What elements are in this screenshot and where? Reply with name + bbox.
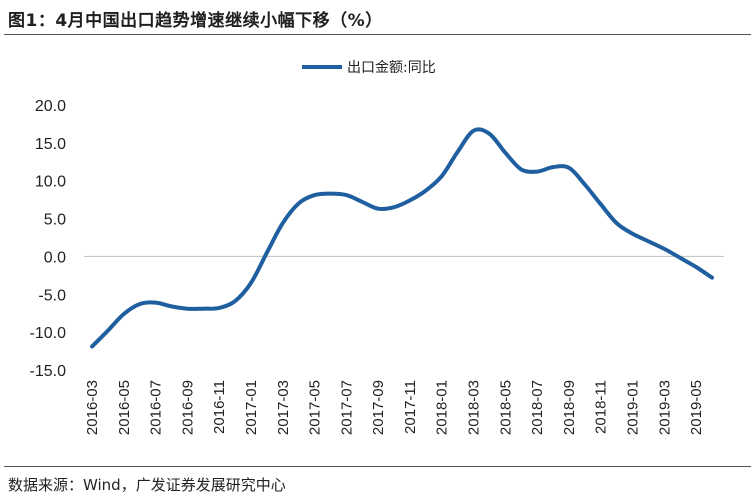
y-tick-label: 20.0: [35, 98, 66, 115]
x-tick-label: 2016-05: [116, 380, 133, 435]
x-tick-label: 2016-07: [148, 380, 165, 435]
x-tick-label: 2017-11: [402, 380, 419, 434]
x-tick-label: 2017-01: [243, 380, 260, 435]
x-tick-label: 2018-11: [593, 380, 610, 434]
x-tick-label: 2017-09: [370, 380, 387, 435]
y-tick-label: 0.0: [44, 249, 66, 266]
x-tick-label: 2018-05: [497, 380, 514, 435]
y-tick-label: 15.0: [35, 136, 66, 153]
legend-label: 出口金额:同比: [347, 60, 436, 76]
y-tick-label: -15.0: [30, 363, 67, 380]
x-tick-label: 2016-11: [211, 380, 228, 434]
x-tick-label: 2018-01: [434, 380, 451, 435]
x-tick-label: 2019-03: [656, 380, 673, 435]
x-axis: 2016-03 2016-05 2016-07 2016-09 2016-11 2017-…: [84, 380, 705, 435]
y-tick-label: 5.0: [44, 212, 66, 229]
source-divider: [4, 466, 751, 467]
x-tick-label: 2018-09: [561, 380, 578, 435]
x-tick-label: 2017-03: [275, 380, 292, 435]
x-tick-label: 2019-05: [688, 380, 705, 435]
x-tick-label: 2019-01: [625, 380, 642, 435]
x-tick-label: 2016-03: [84, 380, 101, 435]
y-tick-label: -5.0: [38, 287, 66, 304]
figure-title: 图1：4月中国出口趋势增速继续小幅下移（%）: [8, 11, 383, 31]
x-tick-label: 2017-07: [338, 380, 355, 435]
series-line-export-yoy: [90, 127, 714, 349]
y-axis: 20.0 15.0 10.0 5.0 0.0 -5.0 -10.0 -15.0: [30, 98, 67, 380]
y-tick-label: 10.0: [35, 174, 66, 191]
y-tick-label: -10.0: [30, 325, 67, 342]
title-divider: [4, 34, 751, 35]
chart-legend: 出口金额:同比: [302, 60, 436, 76]
x-tick-label: 2018-03: [466, 380, 483, 435]
x-tick-label: 2017-05: [307, 380, 324, 435]
x-tick-label: 2018-07: [529, 380, 546, 435]
data-source-note: 数据来源：Wind，广发证券发展研究中心: [8, 476, 286, 494]
x-tick-label: 2016-09: [179, 380, 196, 435]
